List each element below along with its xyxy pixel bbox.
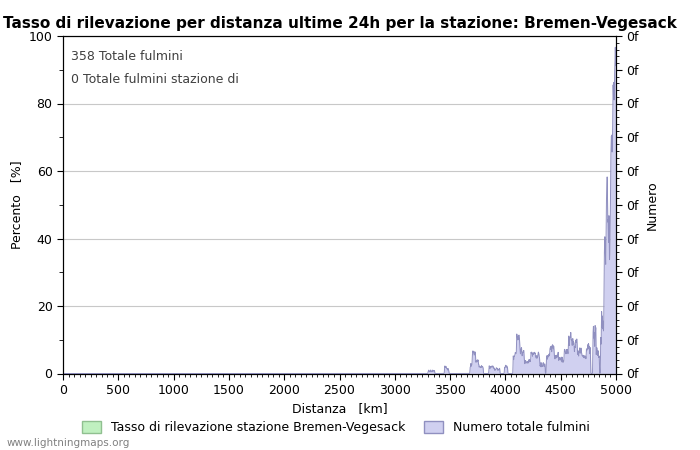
Y-axis label: Percento   [%]: Percento [%] [10,161,23,249]
Text: 358 Totale fulmini: 358 Totale fulmini [71,50,183,63]
Title: Tasso di rilevazione per distanza ultime 24h per la stazione: Bremen-Vegesack: Tasso di rilevazione per distanza ultime… [3,16,676,31]
Text: www.lightningmaps.org: www.lightningmaps.org [7,438,130,448]
Legend: Tasso di rilevazione stazione Bremen-Vegesack, Numero totale fulmini: Tasso di rilevazione stazione Bremen-Veg… [77,416,595,439]
Y-axis label: Numero: Numero [646,180,659,230]
Text: 0 Totale fulmini stazione di: 0 Totale fulmini stazione di [71,73,239,86]
X-axis label: Distanza   [km]: Distanza [km] [292,402,387,415]
